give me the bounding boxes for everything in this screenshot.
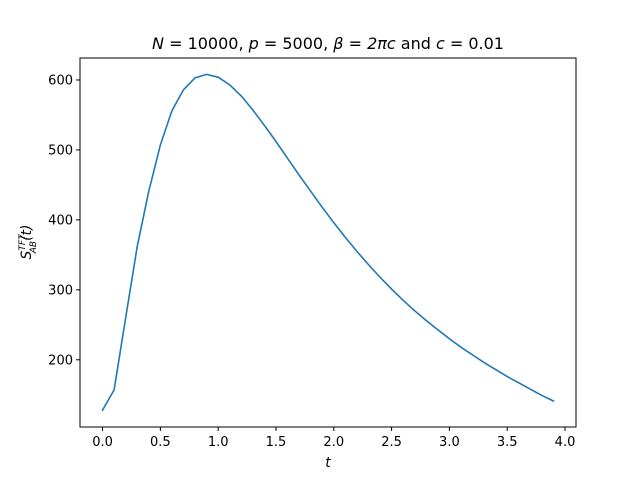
y-axis-ticks: 200 300 400 500 600 — [48, 73, 80, 368]
y-tick-label: 600 — [48, 73, 73, 88]
x-tick-label: 2.5 — [381, 435, 402, 450]
data-point — [333, 222, 335, 224]
data-point — [102, 409, 104, 411]
data-point — [287, 158, 289, 160]
title-and-word: and — [401, 34, 431, 53]
data-point — [460, 346, 462, 348]
data-point — [252, 109, 254, 111]
data-point — [425, 320, 427, 322]
plot-area-frame — [79, 57, 577, 428]
title-p-symbol: p — [248, 34, 259, 53]
title-c-symbol: c — [436, 34, 445, 53]
title-p-value: 5000 — [282, 34, 323, 53]
data-point — [183, 89, 185, 91]
data-point — [217, 76, 219, 78]
data-point — [495, 369, 497, 371]
title-n-symbol: N — [152, 34, 164, 53]
y-label-base: S — [19, 251, 35, 260]
x-axis-ticks: 0.0 0.5 1.0 1.5 2.0 2.5 3.0 3.5 4.0 — [92, 427, 575, 450]
title-beta-symbol: β — [332, 34, 343, 53]
data-point — [229, 84, 231, 86]
x-tick-label: 3.0 — [439, 435, 460, 450]
data-point — [553, 400, 555, 402]
y-label-superscript: TFT — [18, 233, 28, 251]
data-point — [264, 125, 266, 127]
data-point — [113, 389, 115, 391]
series-layer — [101, 73, 555, 412]
data-point — [402, 300, 404, 302]
data-point — [530, 388, 532, 390]
data-point — [414, 310, 416, 312]
data-point — [541, 395, 543, 397]
x-axis-label: t — [325, 455, 331, 471]
x-tick-label: 1.0 — [208, 435, 229, 450]
y-tick-label: 300 — [48, 283, 73, 298]
y-tick-label: 200 — [48, 353, 73, 368]
data-point — [449, 338, 451, 340]
data-point — [437, 329, 439, 331]
series-line-0 — [101, 73, 555, 412]
chart-title: N = 10000, p = 5000, β = 2πc and c = 0.0… — [152, 34, 504, 53]
x-tick-label: 2.0 — [323, 435, 344, 450]
data-point — [368, 264, 370, 266]
data-point — [345, 237, 347, 239]
data-point — [125, 317, 127, 319]
data-point — [171, 110, 173, 112]
data-point — [472, 354, 474, 356]
data-point — [391, 288, 393, 290]
y-label-argument: (t) — [19, 224, 35, 240]
data-point — [206, 74, 208, 76]
data-point — [194, 77, 196, 79]
y-label-subscript: AB — [29, 241, 39, 254]
data-point — [483, 362, 485, 364]
title-beta-value: 2πc — [367, 34, 396, 53]
x-tick-label: 0.0 — [92, 435, 113, 450]
x-tick-label: 0.5 — [150, 435, 171, 450]
data-point — [160, 144, 162, 146]
title-n-value: 10000 — [188, 34, 239, 53]
data-point — [275, 141, 277, 143]
data-point — [321, 206, 323, 208]
data-point — [298, 174, 300, 176]
x-tick-label: 3.5 — [497, 435, 518, 450]
x-tick-label: 1.5 — [266, 435, 287, 450]
title-c-value: 0.01 — [468, 34, 504, 53]
data-point — [148, 190, 150, 192]
y-axis-label: STFTAB(t) — [18, 224, 39, 259]
data-point — [310, 190, 312, 192]
y-tick-label: 400 — [48, 213, 73, 228]
data-point — [518, 382, 520, 384]
data-point — [240, 95, 242, 97]
data-point — [379, 276, 381, 278]
data-point — [356, 251, 358, 253]
y-tick-label: 500 — [48, 143, 73, 158]
x-tick-label: 4.0 — [555, 435, 576, 450]
data-point — [136, 246, 138, 248]
data-point — [506, 376, 508, 378]
